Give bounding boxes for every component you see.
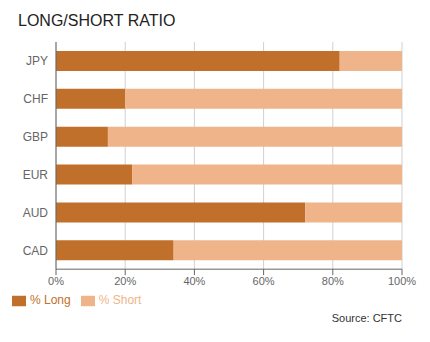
svg-text:AUD: AUD — [23, 206, 49, 220]
svg-text:80%: 80% — [322, 275, 344, 287]
svg-text:0%: 0% — [48, 275, 64, 287]
svg-text:100%: 100% — [388, 275, 416, 287]
svg-text:JPY: JPY — [26, 54, 48, 68]
svg-text:40%: 40% — [183, 275, 205, 287]
html-text:Source: CFTC: Source: CFTC — [331, 312, 402, 324]
html-text:LONG/SHORT RATIO: LONG/SHORT RATIO — [18, 12, 176, 29]
svg-text:20%: 20% — [114, 275, 136, 287]
html-text:% Short: % Short — [98, 293, 142, 308]
html-text:% Long: % Long — [30, 293, 71, 308]
svg-text:GBP: GBP — [23, 130, 48, 144]
svg-text:60%: 60% — [253, 275, 275, 287]
svg-text:EUR: EUR — [23, 168, 49, 182]
svg-text:CHF: CHF — [23, 92, 48, 106]
svg-text:CAD: CAD — [23, 244, 49, 258]
